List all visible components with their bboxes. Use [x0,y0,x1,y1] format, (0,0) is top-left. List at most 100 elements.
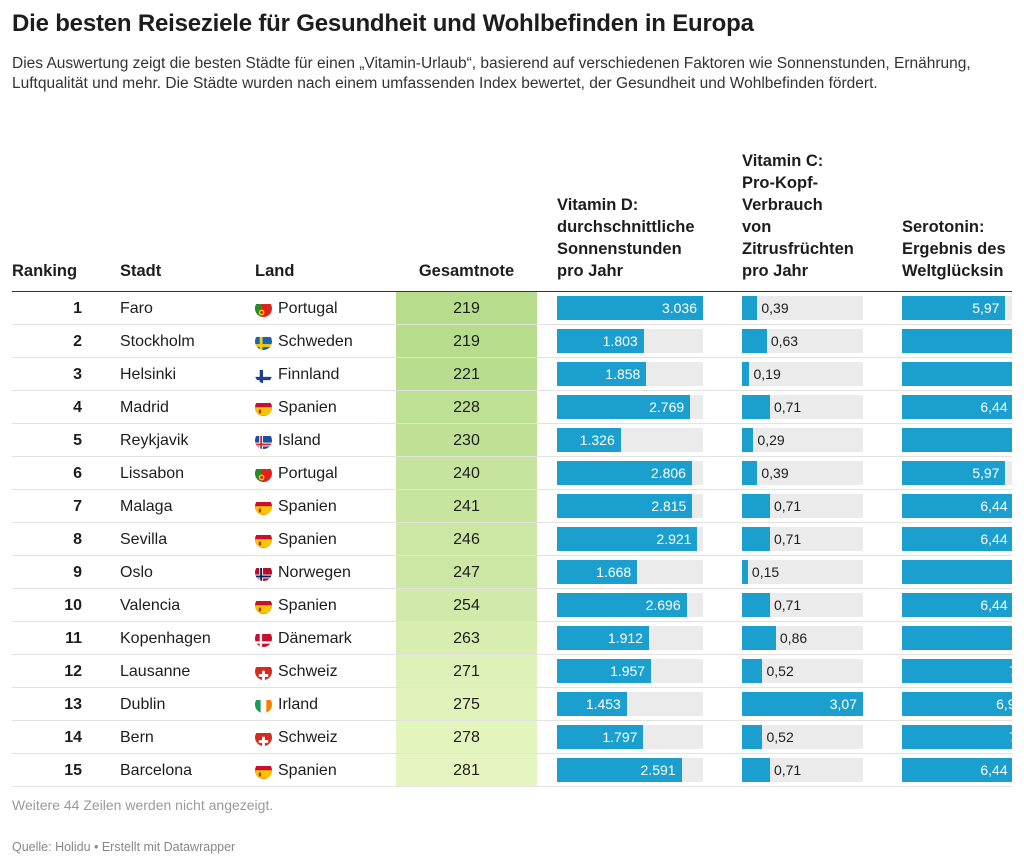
serotonin-clip: 5,97 [902,457,1012,490]
ranking-cell: 2 [73,333,82,350]
serotonin-bar-track: 7 [902,329,1012,353]
vitamin-c-bar-label: 0,71 [773,498,802,514]
vitamin-c-bar-label: 0,19 [753,366,781,382]
serotonin-bar [902,659,1012,683]
vitamin-c-bar-track: 0,71 [742,593,863,617]
vitamin-d-bar [557,329,644,353]
vitamin-d-bar-track: 1.858 [557,362,703,386]
country-label: Norwegen [278,564,351,581]
header-ranking[interactable]: Ranking [12,262,78,280]
row-divider [12,687,1012,688]
ranking-cell: 10 [64,597,82,614]
serotonin-bar-track: 7, [902,725,1012,749]
serotonin-bar-track: 6,44 [902,758,1012,782]
serotonin-bar [902,593,1012,617]
vitamin-c-bar-track: 0,71 [742,527,863,551]
source-credit: Quelle: Holidu • Erstellt mit Datawrappe… [12,840,236,854]
city-cell: Helsinki [120,366,177,383]
row-divider [12,654,1012,655]
header-vitamin-c[interactable]: Vitamin C: Pro-Kopf- Verbrauch von Zitru… [742,150,892,282]
serotonin-clip: 6,44 [902,490,1012,523]
score-cell: 228 [396,391,537,424]
ranking-cell: 1 [73,300,82,317]
vitamin-c-bar-label: 0,29 [757,432,785,448]
serotonin-bar [902,362,1012,386]
serotonin-bar-track: 7 [902,626,1012,650]
row-divider [12,786,1012,787]
vitamin-d-bar [557,758,682,782]
vitamin-c-bar-label: 0,86 [779,630,808,646]
vitamin-c-bar [742,725,763,749]
vitamin-c-bar-track: 0,52 [742,659,863,683]
serotonin-bar-label: 7 [902,329,1012,353]
serotonin-bar [902,329,1012,353]
vitamin-d-bar-label: 2.921 [656,531,692,547]
row-divider [12,489,1012,490]
city-cell: Dublin [120,696,166,713]
flag-se-icon [255,333,272,350]
vitamin-d-bar-label: 1.912 [607,630,643,646]
country-cell: Irland [255,688,395,721]
score-cell: 219 [396,325,537,358]
vitamin-d-bar-track: 2.921 [557,527,703,551]
vitamin-d-bar-label: 1.797 [602,729,638,745]
serotonin-bar-label: 6,44 [980,597,1008,613]
city-cell: Madrid [120,399,169,416]
score-cell: 275 [396,688,537,721]
vitamin-c-bar [742,494,770,518]
vitamin-d-bar [557,494,693,518]
city-cell: Kopenhagen [120,630,211,647]
vitamin-d-bar [557,725,644,749]
vitamin-c-bar [742,560,748,584]
header-vitamin-c-line: von [742,218,772,236]
vitamin-d-bar [557,461,692,485]
row-divider [12,522,1012,523]
city-cell: Stockholm [120,333,195,350]
header-vitamin-c-line: Pro-Kopf- [742,174,819,192]
serotonin-clip: 6,9 [902,688,1012,721]
header-serotonin[interactable]: Serotonin: Ergebnis des Weltglücksin [902,216,1024,282]
vitamin-c-bar [742,692,863,716]
city-cell: Malaga [120,498,173,515]
header-divider [12,291,1012,292]
vitamin-c-bar [742,461,758,485]
row-divider [12,456,1012,457]
city-cell: Sevilla [120,531,168,548]
row-divider [12,324,1012,325]
flag-ch-icon [255,729,272,746]
vitamin-d-bar-track: 2.591 [557,758,703,782]
header-vitamin-c-line: pro Jahr [742,262,809,280]
country-label: Spanien [278,399,337,416]
ranking-cell: 8 [73,531,82,548]
vitamin-c-bar-label: 0,39 [761,300,789,316]
city-cell: Reykjavik [120,432,189,449]
country-cell: Finnland [255,358,395,391]
flag-es-icon [255,762,272,779]
ranking-cell: 3 [73,366,82,383]
serotonin-bar-track: 6,44 [902,494,1012,518]
country-label: Schweiz [278,729,338,746]
country-cell: Norwegen [255,556,395,589]
ranking-cell: 4 [73,399,82,416]
country-label: Finnland [278,366,340,383]
table-row: 11 Kopenhagen Dänemark 263 1.912 0,86 7 [0,622,1024,655]
header-vitamin-d[interactable]: Vitamin D: durchschnittliche Sonnenstund… [557,194,727,282]
row-divider [12,720,1012,721]
vitamin-d-bar-track: 2.806 [557,461,703,485]
header-vitamin-c-line: Vitamin C: [742,152,824,170]
vitamin-d-bar-label: 2.815 [651,498,687,514]
vitamin-c-bar-label: 0,71 [773,399,802,415]
hidden-rows-note: Weitere 44 Zeilen werden nicht angezeigt… [12,797,274,813]
header-gesamtnote[interactable]: Gesamtnote [418,262,515,280]
vitamin-c-bar [742,626,776,650]
serotonin-bar-label: 6,44 [980,531,1008,547]
ranking-cell: 9 [73,564,82,581]
ranking-cell: 5 [73,432,82,449]
table-row: 3 Helsinki Finnland 221 1.858 0,19 [0,358,1024,391]
header-land[interactable]: Land [255,262,295,280]
table-row: 14 Bern Schweiz 278 1.797 0,52 7, [0,721,1024,754]
chart-description: Dies Auswertung zeigt die besten Städte … [12,55,971,92]
header-stadt[interactable]: Stadt [120,262,162,280]
row-divider [12,588,1012,589]
serotonin-bar [902,692,1012,716]
